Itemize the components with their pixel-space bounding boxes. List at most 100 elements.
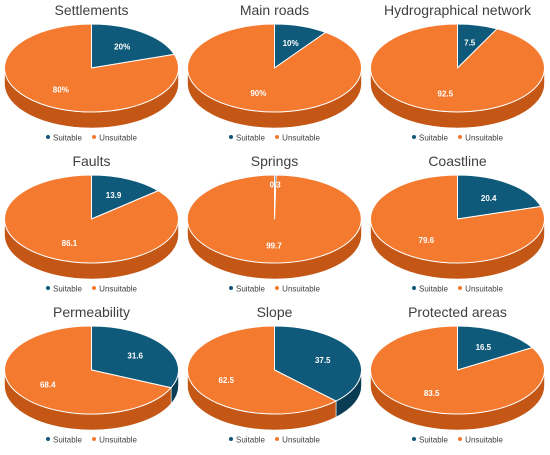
- legend-marker-unsuitable: [458, 285, 463, 290]
- legend-marker-unsuitable: [458, 134, 463, 139]
- pie-slice-suitable: [91, 23, 175, 69]
- legend-label-unsuitable: Unsuitable: [282, 435, 320, 445]
- legend-item-suitable: Suitable: [229, 435, 265, 444]
- legend-marker-unsuitable: [92, 436, 97, 441]
- pie-slice-unsuitable: [187, 23, 362, 113]
- pie-slice-suitable: [457, 174, 542, 220]
- data-label-unsuitable: 62.5: [218, 376, 234, 385]
- data-label-unsuitable: 86.1: [62, 239, 78, 248]
- legend-label-suitable: Suitable: [236, 284, 265, 294]
- pie-slice-unsuitable: [370, 325, 545, 415]
- legend-label-suitable: Suitable: [419, 133, 448, 143]
- legend-marker-unsuitable: [275, 134, 280, 139]
- pie-slice-unsuitable: [4, 23, 179, 113]
- legend-marker-suitable: [412, 134, 417, 139]
- legend-label-suitable: Suitable: [419, 435, 448, 445]
- legend-item-suitable: Suitable: [46, 284, 82, 293]
- legend-marker-unsuitable: [92, 134, 97, 139]
- pie-plot-main-roads: 10% 90%: [187, 23, 362, 129]
- chart-title: Springs: [250, 153, 299, 169]
- legend-marker-unsuitable: [275, 285, 280, 290]
- pie-plot-coastline: 20.4 79.6: [370, 174, 545, 280]
- data-label-unsuitable: 90%: [250, 89, 266, 98]
- legend-marker-suitable: [46, 436, 51, 441]
- legend-marker-unsuitable: [275, 436, 280, 441]
- pie-chart-settlements: Settlements 20% 80% Suitable Unsuitable: [0, 0, 183, 151]
- legend-item-suitable: Suitable: [412, 133, 448, 142]
- legend-label-unsuitable: Unsuitable: [282, 284, 320, 294]
- legend-item-unsuitable: Unsuitable: [458, 133, 503, 142]
- legend-marker-suitable: [412, 436, 417, 441]
- data-label-suitable: 13.9: [106, 191, 122, 200]
- pie-chart-slope: Slope 37.5 62.5 Suitable Unsuitable: [183, 302, 366, 453]
- data-label-unsuitable: 79.6: [419, 236, 435, 245]
- legend-label-suitable: Suitable: [236, 133, 265, 143]
- legend-item-suitable: Suitable: [229, 133, 265, 142]
- pie-plot-faults: 13.9 86.1: [4, 174, 179, 280]
- data-label-unsuitable: 92.5: [438, 90, 454, 99]
- chart-title: Slope: [256, 304, 293, 320]
- legend-item-unsuitable: Unsuitable: [275, 133, 320, 142]
- legend-label-unsuitable: Unsuitable: [99, 284, 137, 294]
- legend-label-unsuitable: Unsuitable: [282, 133, 320, 143]
- legend-label-unsuitable: Unsuitable: [99, 435, 137, 445]
- data-label-unsuitable: 99.7: [266, 241, 282, 250]
- pie-slice-suitable: [91, 325, 179, 389]
- pie-slice-unsuitable: [187, 325, 337, 415]
- pie-chart-hydrographical-network: Hydrographical network 7.5 92.5 Suitable …: [366, 0, 549, 151]
- legend-marker-suitable: [229, 134, 234, 139]
- chart-legend: Suitable Unsuitable: [183, 133, 366, 142]
- legend-label-suitable: Suitable: [419, 284, 448, 294]
- pie-slice-unsuitable: [4, 174, 179, 264]
- legend-item-suitable: Suitable: [412, 284, 448, 293]
- legend-item-suitable: Suitable: [46, 435, 82, 444]
- pie-chart-main-roads: Main roads 10% 90% Suitable Unsuitable: [183, 0, 366, 151]
- pie-slice-unsuitable: [186, 174, 362, 264]
- pie-slice-suitable: [457, 325, 533, 371]
- legend-item-suitable: Suitable: [46, 133, 82, 142]
- pie-plot-slope: 37.5 62.5: [187, 325, 362, 431]
- pie-plot-protected-areas: 16.5 83.5: [370, 325, 545, 431]
- pie-plot-springs: 0.3 99.7: [186, 174, 362, 280]
- chart-legend: Suitable Unsuitable: [366, 284, 549, 293]
- legend-marker-suitable: [46, 134, 51, 139]
- legend-label-unsuitable: Unsuitable: [465, 133, 503, 143]
- legend-marker-unsuitable: [458, 436, 463, 441]
- pie-chart-permeability: Permeability 31.6 68.4 Suitable Unsuitabl…: [0, 302, 183, 453]
- data-label-suitable: 10%: [283, 39, 299, 48]
- data-label-unsuitable: 83.5: [424, 389, 440, 398]
- legend-marker-suitable: [229, 285, 234, 290]
- data-label-suitable: 7.5: [464, 38, 476, 47]
- chart-legend: Suitable Unsuitable: [0, 133, 183, 142]
- pie-slice-unsuitable: [370, 174, 545, 264]
- data-label-suitable: 37.5: [315, 356, 331, 365]
- data-label-suitable: 20.4: [481, 194, 497, 203]
- chart-legend: Suitable Unsuitable: [366, 133, 549, 142]
- legend-label-suitable: Suitable: [53, 133, 82, 143]
- legend-item-unsuitable: Unsuitable: [275, 284, 320, 293]
- data-label-suitable: 16.5: [476, 343, 492, 352]
- chart-legend: Suitable Unsuitable: [183, 284, 366, 293]
- legend-item-unsuitable: Unsuitable: [92, 435, 137, 444]
- chart-legend: Suitable Unsuitable: [0, 435, 183, 444]
- legend-label-unsuitable: Unsuitable: [465, 435, 503, 445]
- legend-item-unsuitable: Unsuitable: [458, 435, 503, 444]
- legend-marker-unsuitable: [92, 285, 97, 290]
- legend-marker-suitable: [229, 436, 234, 441]
- chart-legend: Suitable Unsuitable: [0, 284, 183, 293]
- chart-title: Coastline: [428, 153, 487, 169]
- legend-item-suitable: Suitable: [229, 284, 265, 293]
- chart-title: Hydrographical network: [383, 2, 532, 18]
- data-label-suitable: 31.6: [127, 352, 143, 361]
- chart-title: Main roads: [239, 2, 310, 18]
- data-label-suitable: 0.3: [270, 181, 282, 190]
- legend-item-unsuitable: Unsuitable: [92, 284, 137, 293]
- legend-label-suitable: Suitable: [53, 284, 82, 294]
- chart-title: Protected areas: [408, 304, 507, 320]
- pie-chart-faults: Faults 13.9 86.1 Suitable Unsuitable: [0, 151, 183, 302]
- legend-item-unsuitable: Unsuitable: [92, 133, 137, 142]
- legend-label-unsuitable: Unsuitable: [465, 284, 503, 294]
- pie-slice-suitable: [274, 325, 362, 402]
- pie-plot-settlements: 20% 80%: [4, 23, 179, 129]
